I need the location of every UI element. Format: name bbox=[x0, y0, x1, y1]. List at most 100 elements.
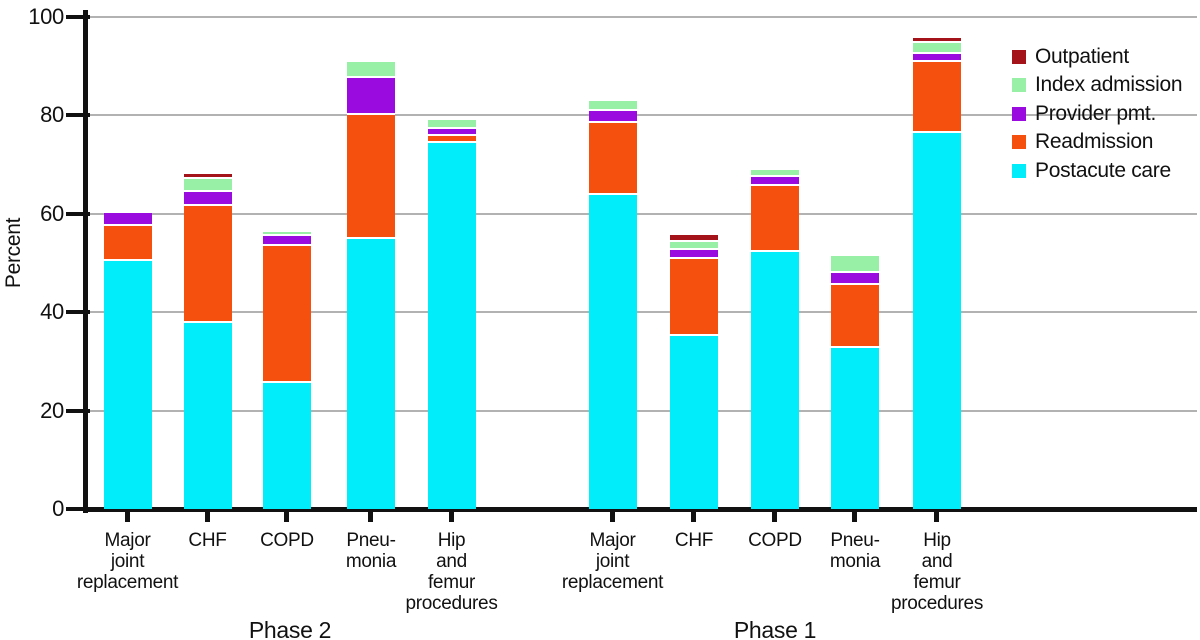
legend-label-provider-pmt: Provider pmt. bbox=[1035, 101, 1156, 125]
x-axis-tick-5 bbox=[609, 511, 615, 522]
legend-swatch-readmission bbox=[1012, 135, 1026, 149]
bar-segment-outpatient bbox=[913, 38, 961, 44]
bar-segment-provider-pmt bbox=[913, 54, 961, 63]
bar-segment-provider-pmt bbox=[831, 272, 879, 286]
category-label-line: joint bbox=[595, 551, 630, 572]
bar-segment-postacute-care bbox=[263, 382, 311, 509]
category-label-line: femur bbox=[913, 572, 961, 593]
x-axis-tick-1 bbox=[204, 511, 210, 522]
x-axis-tick-8 bbox=[852, 511, 857, 522]
bar-segment-index-admission bbox=[831, 256, 879, 273]
bar-segment-readmission bbox=[588, 123, 637, 196]
category-label-major-joint-replacement: Major joint replacement bbox=[53, 530, 203, 593]
bar-segment-provider-pmt bbox=[183, 192, 232, 207]
y-axis-tick-40 bbox=[66, 310, 90, 315]
group-label-phase-2: Phase 2 bbox=[248, 617, 332, 640]
y-axis-tick-20 bbox=[66, 408, 90, 413]
y-axis-tick-100 bbox=[66, 15, 90, 19]
category-label-chf: CHF bbox=[619, 530, 769, 551]
category-label-line: Hip bbox=[437, 530, 466, 551]
bar-segment-provider-pmt bbox=[347, 78, 395, 116]
category-label-line: Major bbox=[104, 530, 151, 551]
bar-segment-index-admission bbox=[670, 241, 718, 251]
bar-segment-readmission bbox=[831, 285, 879, 348]
y-axis-tick-label-80: 80 bbox=[40, 102, 64, 128]
bar-segment-postacute-care bbox=[427, 142, 476, 509]
category-label-line: monia bbox=[345, 551, 397, 572]
legend-swatch-postacute-care bbox=[1012, 163, 1026, 178]
category-label-line: procedures bbox=[405, 593, 498, 614]
bar-segment-readmission bbox=[913, 62, 961, 134]
category-label-copd: COPD bbox=[700, 530, 850, 551]
bar-segment-index-admission bbox=[183, 179, 232, 193]
category-label-hip-and-femur-procedures: Hip and femur procedures bbox=[862, 530, 1012, 614]
category-label-line: Pneu- bbox=[346, 530, 396, 551]
bar-segment-provider-pmt bbox=[263, 236, 311, 247]
category-label-line: Hip bbox=[923, 530, 951, 551]
bar-segment-readmission bbox=[751, 186, 799, 252]
legend-label-postacute-care: Postacute care bbox=[1035, 158, 1171, 182]
bar-segment-index-admission bbox=[751, 170, 799, 177]
bar-segment-index-admission bbox=[347, 62, 395, 78]
bar-segment-index-admission bbox=[588, 100, 637, 112]
y-axis-line bbox=[83, 10, 88, 513]
category-label-line: replacement bbox=[76, 572, 179, 593]
category-label-line: replacement bbox=[561, 572, 664, 593]
bar-segment-postacute-care bbox=[831, 347, 879, 509]
x-axis-tick-6 bbox=[691, 511, 696, 522]
y-axis-tick-label-100: 100 bbox=[28, 4, 64, 29]
bar-segment-provider-pmt bbox=[588, 111, 637, 124]
x-axis-line bbox=[83, 507, 1197, 512]
gridline-80 bbox=[88, 114, 1197, 117]
legend-label-index-admission: Index admission bbox=[1035, 73, 1183, 96]
bar-segment-postacute-care bbox=[751, 251, 799, 509]
x-axis-tick-7 bbox=[772, 511, 777, 522]
category-label-line: procedures bbox=[890, 593, 984, 614]
bar-segment-outpatient bbox=[183, 173, 232, 180]
legend-swatch-outpatient bbox=[1012, 49, 1026, 64]
category-label-pneumonia: Pneu-monia bbox=[780, 530, 930, 572]
bar-segment-readmission bbox=[347, 115, 395, 240]
y-axis-tick-60 bbox=[66, 211, 90, 216]
category-label-line: COPD bbox=[260, 530, 314, 551]
legend-label-outpatient: Outpatient bbox=[1035, 44, 1129, 68]
category-label-hip-and-femur-procedures: Hip and femur procedures bbox=[377, 530, 527, 614]
y-axis-tick-0 bbox=[66, 507, 90, 511]
bar-segment-outpatient bbox=[670, 234, 718, 242]
legend: Outpatient Index admission Provider pmt. Re… bbox=[1012, 44, 1183, 188]
bar-segment-readmission bbox=[670, 259, 718, 336]
y-axis-tick-label-60: 60 bbox=[40, 200, 64, 226]
category-label-major-joint-replacement: Major joint replacement bbox=[538, 530, 688, 593]
category-label-line: CHF bbox=[674, 530, 714, 551]
y-axis-tick-label-20: 20 bbox=[40, 397, 64, 423]
bar-segment-readmission bbox=[263, 246, 311, 383]
gridline-100 bbox=[88, 16, 1197, 18]
bar-segment-postacute-care bbox=[588, 195, 637, 509]
bar-segment-postacute-care bbox=[183, 323, 232, 509]
category-label-line: CHF bbox=[188, 530, 227, 551]
category-label-line: joint bbox=[110, 551, 145, 572]
x-axis-tick-0 bbox=[124, 511, 130, 522]
category-label-line: monia bbox=[829, 551, 881, 572]
bar-segment-postacute-care bbox=[670, 335, 718, 509]
bar-segment-postacute-care bbox=[913, 133, 961, 509]
category-label-line: and bbox=[921, 551, 953, 572]
category-label-line: femur bbox=[427, 572, 476, 593]
category-label-line: Pneu- bbox=[830, 530, 880, 551]
bar-segment-index-admission bbox=[263, 232, 311, 237]
gridline-40 bbox=[88, 311, 1197, 314]
bar-segment-postacute-care bbox=[347, 239, 395, 509]
x-axis-tick-2 bbox=[284, 511, 289, 522]
category-label-chf: CHF bbox=[133, 530, 283, 551]
gridline-60 bbox=[88, 212, 1197, 215]
x-axis-tick-9 bbox=[934, 511, 939, 522]
bar-segment-provider-pmt bbox=[670, 250, 718, 260]
bar-segment-postacute-care bbox=[103, 260, 152, 509]
category-label-line: and bbox=[436, 551, 467, 572]
y-axis-tick-label-40: 40 bbox=[40, 299, 64, 325]
bar-segment-provider-pmt bbox=[103, 213, 152, 227]
bar-segment-index-admission bbox=[913, 43, 961, 55]
legend-swatch-provider-pmt bbox=[1012, 106, 1026, 121]
bar-segment-provider-pmt bbox=[427, 129, 476, 136]
